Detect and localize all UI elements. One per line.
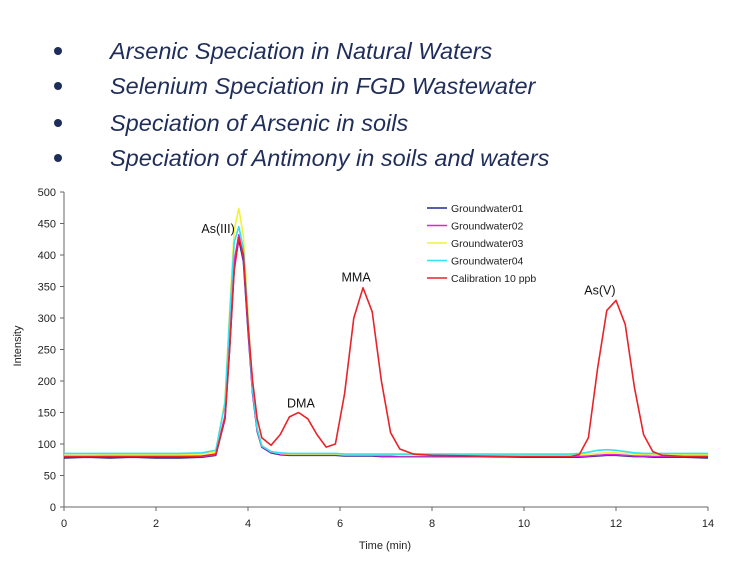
bullet-dot-icon [54,119,62,127]
chart-legend: Groundwater01 Groundwater02 Groundwater03 G… [427,203,536,285]
y-axis-label: Intensity [12,325,24,366]
chart-axes: 0 50 100 150 200 250 300 350 400 450 500 0 2 4 6 8 10 12 1… [38,187,714,530]
y-tick-label: 250 [38,345,56,357]
legend-label: Calibration 10 ppb [451,273,536,285]
series-line [64,207,708,457]
legend-label: Groundwater04 [451,256,524,268]
peak-annotations: As(III) DMA MMA As(V) [201,222,615,411]
peak-label: MMA [342,270,372,284]
y-tick-label: 0 [50,502,56,514]
bullet-text: Speciation of Arsenic in soils [110,110,409,136]
x-tick-label: 14 [702,518,714,530]
x-tick-label: 12 [610,518,622,530]
series-line [64,233,708,458]
bullet-text: Arsenic Speciation in Natural Waters [110,38,493,64]
y-tick-label: 200 [38,376,56,388]
series-line [64,236,708,458]
bullet-item: Selenium Speciation in FGD Wastewater [0,69,731,103]
peak-label: As(V) [584,284,615,298]
y-tick-label: 100 [38,439,56,451]
x-tick-label: 6 [337,518,343,530]
x-tick-label: 2 [153,518,159,530]
bullet-list: Arsenic Speciation in Natural Waters Sel… [0,0,731,185]
x-tick-label: 8 [429,518,435,530]
y-tick-label: 400 [38,250,56,262]
bullet-dot-icon [54,82,62,90]
series-line [63,238,709,459]
y-tick-label: 150 [38,408,56,420]
y-tick-label: 50 [44,471,56,483]
y-tick-label: 450 [38,219,56,231]
series-line [64,225,708,455]
bullet-text: Speciation of Antimony in soils and wate… [110,145,550,171]
peak-label: As(III) [201,222,234,236]
y-tick-label: 350 [38,282,56,294]
bullet-text: Selenium Speciation in FGD Wastewater [110,73,536,99]
legend-label: Groundwater03 [451,238,524,250]
x-tick-label: 0 [61,518,67,530]
x-tick-label: 4 [245,518,251,530]
legend-label: Groundwater02 [451,221,524,233]
bullet-dot-icon [54,154,62,162]
bullet-dot-icon [54,47,62,55]
chromatogram-chart: 0 50 100 150 200 250 300 350 400 450 500 0 2 4 6 8 10 12 1… [12,187,714,552]
chart-series [63,207,709,459]
peak-label: DMA [287,396,315,410]
bullet-item: Speciation of Antimony in soils and wate… [0,141,731,175]
bullet-item: Arsenic Speciation in Natural Waters [0,34,731,68]
x-tick-label: 10 [518,518,530,530]
legend-label: Groundwater01 [451,203,524,215]
y-tick-label: 500 [38,187,56,199]
x-axis-label: Time (min) [359,540,411,552]
y-tick-label: 300 [38,313,56,325]
bullet-item: Speciation of Arsenic in soils [0,106,731,140]
